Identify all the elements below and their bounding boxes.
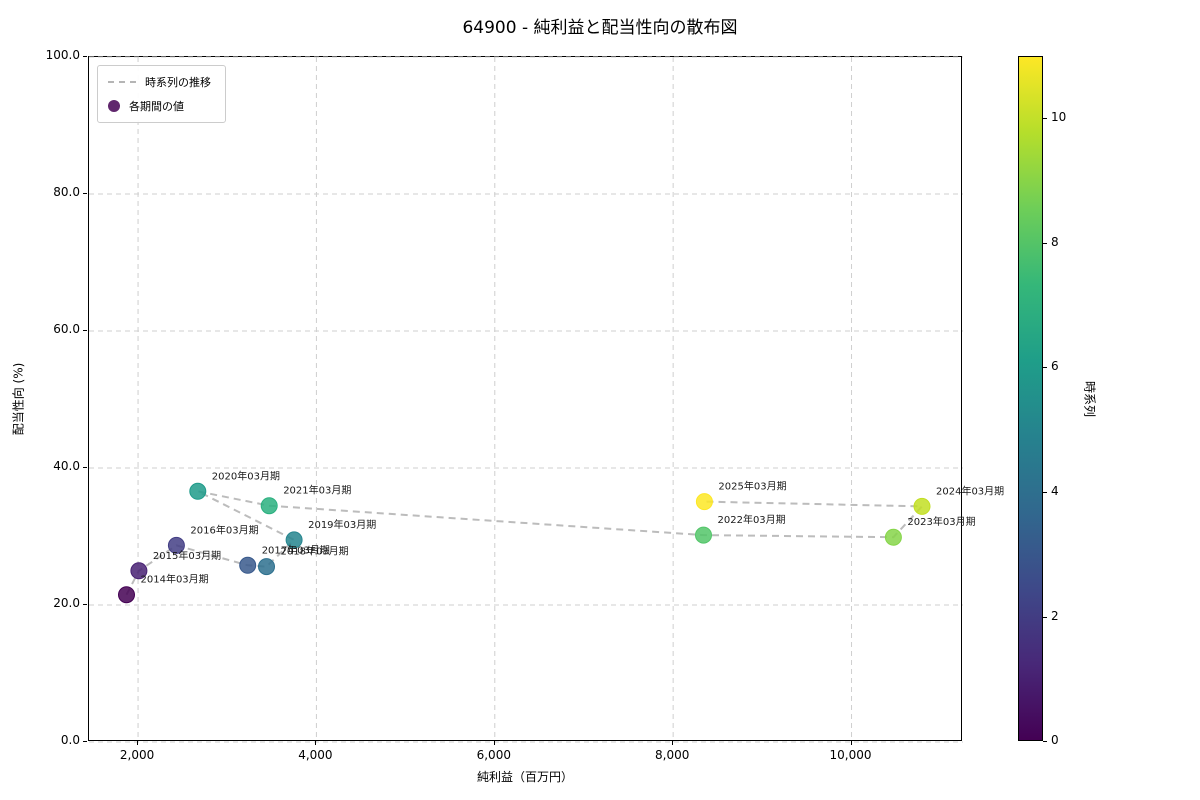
dot-swatch-icon	[108, 100, 120, 112]
legend-item-trend: 時系列の推移	[108, 74, 211, 90]
plot-area: 2014年03月期 2015年03月期 2016年03月期 2017年03月期 2018…	[88, 56, 1004, 743]
y-axis-label: 配当性向 (%)	[11, 362, 26, 436]
x-tick-mark	[850, 741, 852, 745]
point-label: 2021年03月期	[283, 484, 351, 497]
y-tick-mark	[83, 604, 87, 605]
y-tick-label: 100.0	[45, 48, 80, 62]
x-tick-label: 6,000	[476, 748, 511, 762]
legend-marker-label: 各期間の値	[129, 100, 184, 113]
y-tick-mark	[83, 467, 87, 468]
data-point	[884, 528, 902, 546]
point-label: 2018年03月期	[281, 545, 349, 558]
colorbar	[1018, 56, 1043, 741]
colorbar-tick-mark	[1043, 242, 1047, 244]
x-tick-mark	[493, 741, 495, 745]
data-point	[260, 497, 278, 515]
data-point	[258, 558, 275, 576]
y-tick-label: 60.0	[53, 322, 80, 336]
y-tick-mark	[83, 56, 87, 57]
x-tick-label: 4,000	[298, 748, 333, 762]
point-label: 2023年03月期	[907, 515, 975, 528]
point-label: 2015年03月期	[153, 549, 221, 562]
data-point	[130, 562, 148, 580]
data-point	[167, 536, 185, 554]
point-label: 2016年03月期	[190, 523, 258, 536]
colorbar-tick-mark	[1043, 741, 1047, 742]
colorbar-tick-label: 10	[1051, 110, 1067, 125]
legend-trend-label: 時系列の推移	[145, 76, 211, 89]
y-tick-mark	[83, 193, 87, 194]
x-tick-label: 2,000	[119, 748, 155, 762]
point-label: 2014年03月期	[141, 573, 209, 586]
colorbar-label: 時系列	[1082, 380, 1097, 418]
colorbar-tick-mark	[1043, 367, 1047, 369]
data-point	[239, 556, 257, 574]
point-label: 2024年03月期	[936, 484, 1004, 497]
x-tick-label: 8,000	[655, 748, 690, 762]
data-point	[913, 497, 931, 515]
dashed-line-swatch-icon	[108, 81, 136, 83]
x-tick-mark	[672, 741, 674, 745]
point-label: 2017年03月期	[262, 543, 330, 556]
colorbar-tick-mark	[1043, 491, 1047, 493]
colorbar-tick-mark	[1043, 616, 1047, 618]
data-point	[695, 526, 712, 544]
x-tick-label: 10,000	[829, 748, 872, 762]
point-label: 2022年03月期	[718, 513, 786, 526]
y-tick-mark	[83, 741, 87, 742]
y-tick-label: 80.0	[53, 185, 80, 199]
plot-canvas: 2014年03月期 2015年03月期 2016年03月期 2017年03月期2018…	[89, 56, 1004, 743]
point-label: 2025年03月期	[718, 480, 786, 493]
y-tick-mark	[83, 330, 87, 331]
x-tick-mark	[315, 741, 317, 745]
colorbar-tick-label: 2	[1051, 608, 1059, 623]
data-point	[189, 482, 207, 500]
x-tick-mark	[137, 741, 139, 745]
y-tick-label: 40.0	[53, 459, 80, 473]
legend: 時系列の推移 各期間の値	[97, 65, 226, 123]
y-tick-label: 20.0	[53, 596, 80, 610]
data-point	[118, 586, 135, 604]
x-axis-label: 純利益（百万円）	[476, 770, 573, 784]
trend-line	[125, 490, 925, 596]
legend-item-marker: 各期間の値	[108, 98, 211, 114]
chart-title: 64900 - 純利益と配当性向の散布図	[462, 18, 738, 38]
colorbar-tick-label: 0	[1051, 733, 1059, 747]
data-point	[285, 531, 303, 549]
data-point	[695, 493, 713, 511]
y-tick-label: 0.0	[60, 733, 80, 747]
colorbar-tick-label: 4	[1051, 483, 1059, 498]
colorbar-tick-mark	[1043, 118, 1047, 120]
point-label: 2019年03月期	[308, 518, 376, 531]
point-label: 2020年03月期	[212, 469, 280, 482]
colorbar-tick-label: 6	[1051, 359, 1059, 374]
colorbar-tick-label: 8	[1051, 234, 1059, 249]
